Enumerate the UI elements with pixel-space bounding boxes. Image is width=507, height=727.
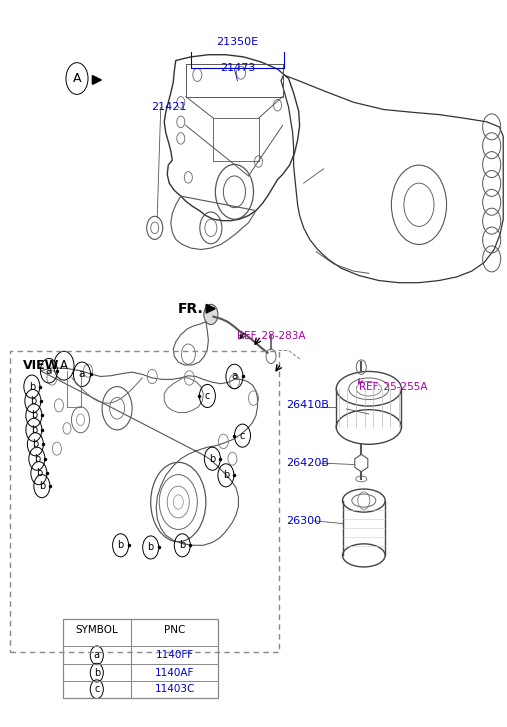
- Text: b: b: [36, 468, 42, 478]
- Text: c: c: [240, 430, 245, 441]
- Text: b: b: [94, 667, 100, 678]
- Text: REF. 25-255A: REF. 25-255A: [359, 382, 427, 392]
- Text: b: b: [39, 481, 45, 491]
- Text: 21350E: 21350E: [216, 38, 259, 47]
- Text: b: b: [118, 540, 124, 550]
- Text: b: b: [32, 439, 39, 449]
- Text: 1140FF: 1140FF: [156, 651, 194, 660]
- Text: PNC: PNC: [164, 625, 185, 635]
- Text: b: b: [31, 411, 37, 420]
- Text: a: a: [79, 369, 85, 379]
- Text: b: b: [29, 382, 35, 392]
- Text: c: c: [94, 684, 99, 694]
- Text: a: a: [231, 371, 238, 382]
- Text: FR.: FR.: [177, 302, 203, 316]
- Text: 11403C: 11403C: [154, 684, 195, 694]
- Text: b: b: [34, 454, 40, 464]
- Text: SYMBOL: SYMBOL: [76, 625, 118, 635]
- Text: REF. 28-283A: REF. 28-283A: [237, 331, 306, 341]
- Text: b: b: [179, 540, 186, 550]
- Text: VIEW: VIEW: [23, 359, 59, 372]
- Text: c: c: [205, 391, 210, 401]
- Text: 21473: 21473: [220, 63, 255, 73]
- Text: a: a: [94, 651, 100, 660]
- Circle shape: [204, 305, 218, 324]
- Text: 26410B: 26410B: [286, 401, 329, 410]
- Text: b: b: [209, 454, 215, 464]
- Text: b: b: [31, 425, 37, 435]
- Text: 26300: 26300: [286, 515, 321, 526]
- Text: A: A: [60, 359, 68, 372]
- Text: b: b: [148, 542, 154, 553]
- Text: 1140AF: 1140AF: [155, 667, 194, 678]
- Text: A: A: [73, 72, 81, 85]
- Text: a: a: [46, 366, 52, 376]
- Text: 21421: 21421: [151, 103, 186, 113]
- Text: b: b: [223, 470, 229, 481]
- Text: b: b: [30, 396, 36, 406]
- Text: 26420B: 26420B: [286, 458, 329, 468]
